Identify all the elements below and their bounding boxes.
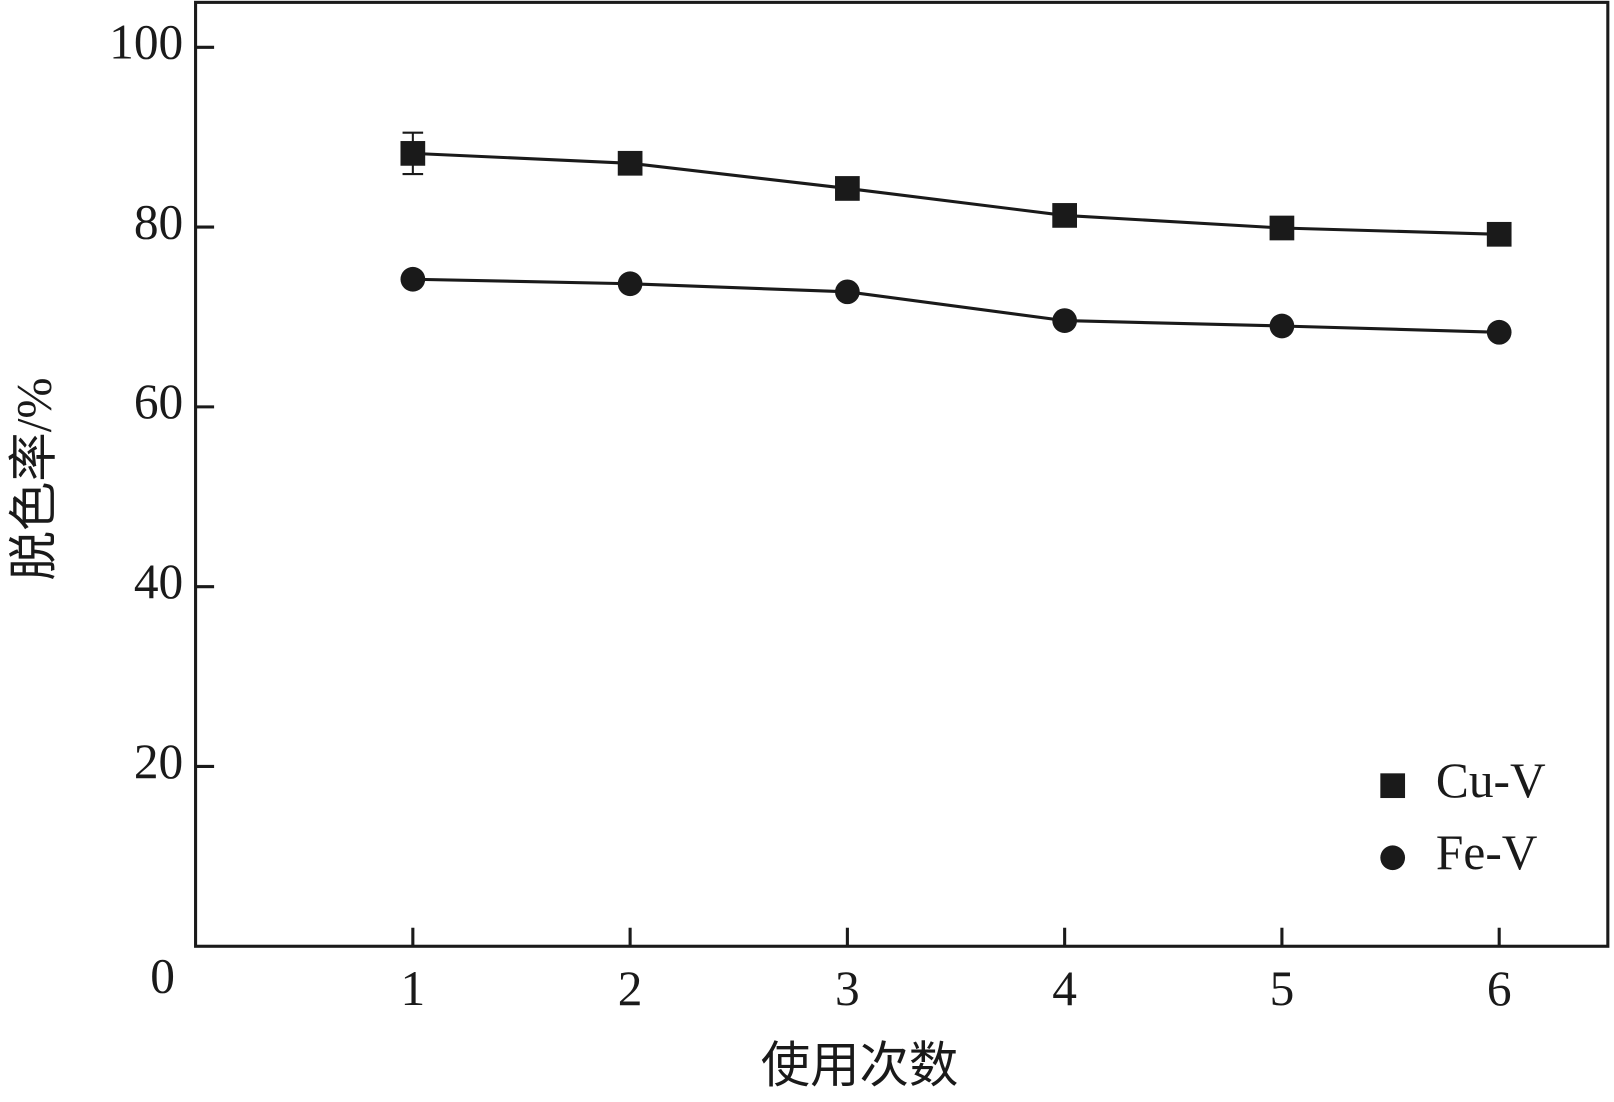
data-point [617,150,643,176]
data-point [400,141,426,166]
legend-label: Fe-V [1436,825,1538,880]
data-point [617,271,643,297]
data-point [1486,319,1512,345]
x-axis-label: 使用次数 [761,1038,959,1093]
plot-frame [194,0,1610,948]
y-tick-label: 0 [150,949,175,1004]
y-tick-label: 80 [134,194,183,249]
y-tick-label: 100 [109,15,183,70]
x-tick-label: 2 [618,961,643,1016]
series-line [412,277,1500,334]
data-point [1052,203,1078,228]
legend-marker [1380,845,1406,871]
legend-marker [1380,773,1406,799]
data-point [400,266,426,292]
x-tick-label: 3 [835,961,860,1016]
x-tick-label: 1 [400,961,425,1016]
data-point [835,176,860,201]
data-point [1052,308,1078,333]
y-tick-label: 60 [134,374,183,429]
x-tick-label: 4 [1052,961,1077,1016]
y-tick-label: 20 [134,734,183,789]
data-point [1269,313,1295,339]
series-line [412,151,1500,236]
data-point [1486,221,1512,247]
data-point [835,279,860,305]
y-tick-label: 40 [134,554,183,609]
data-point [1269,215,1295,241]
legend-label: Cu-V [1436,753,1546,808]
y-axis-label: 脱色率/% [6,377,61,580]
x-tick-label: 6 [1487,961,1512,1016]
x-tick-label: 5 [1270,961,1295,1016]
